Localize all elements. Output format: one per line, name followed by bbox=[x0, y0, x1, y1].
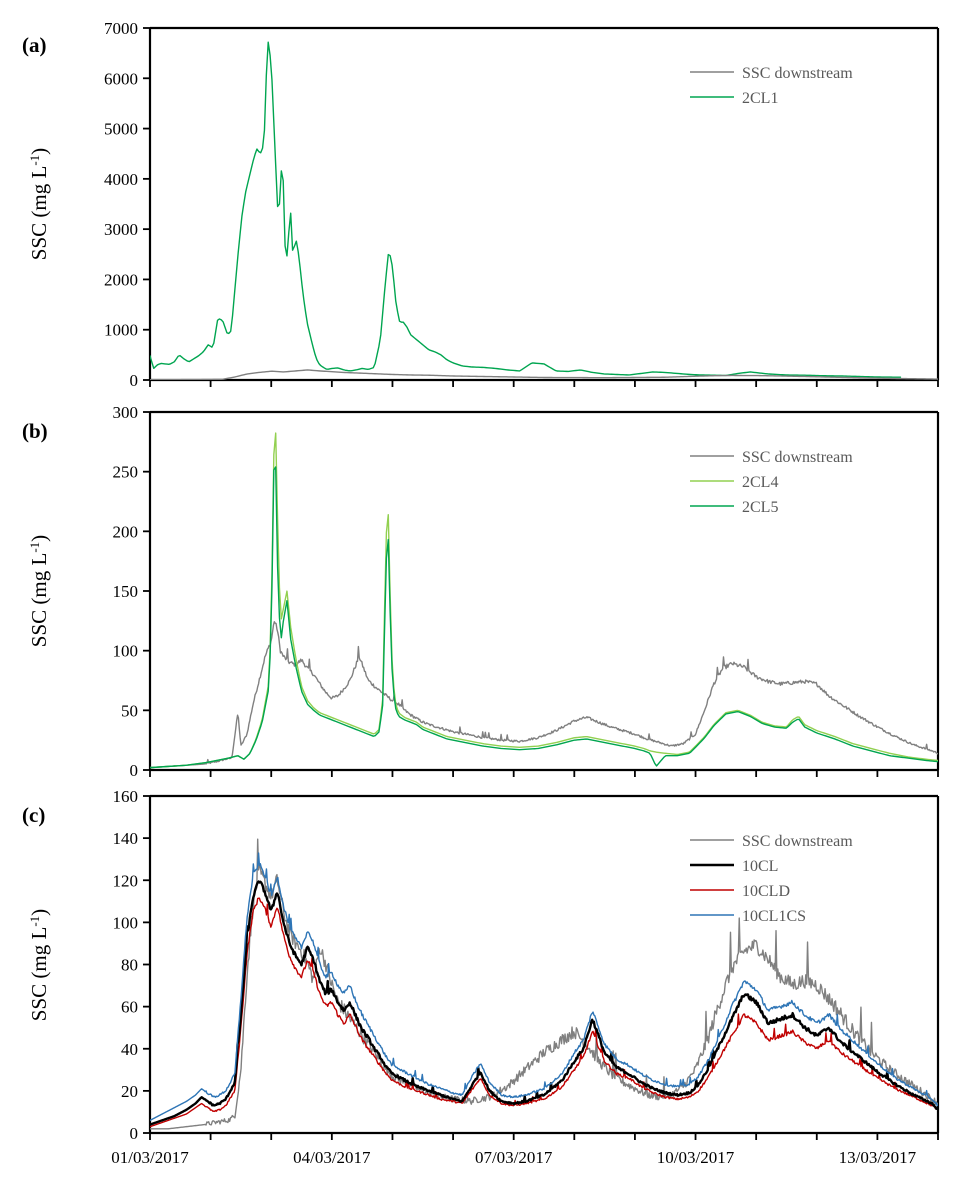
y-axis-title: SSC (mg L-1) bbox=[27, 148, 52, 260]
y-tick-label: 140 bbox=[113, 829, 139, 848]
y-tick-label: 5000 bbox=[104, 120, 138, 139]
legend-label: 2CL4 bbox=[742, 474, 778, 491]
y-tick-label: 60 bbox=[121, 998, 138, 1017]
y-tick-label: 100 bbox=[113, 642, 139, 661]
y-tick-label: 1000 bbox=[104, 321, 138, 340]
legend-label: SSC downstream bbox=[742, 833, 853, 850]
panel-label: (c) bbox=[22, 803, 45, 827]
y-tick-label: 300 bbox=[113, 403, 139, 422]
legend-label: 2CL1 bbox=[742, 90, 778, 107]
series-line-10cl1cs bbox=[150, 852, 938, 1122]
legend-label: 10CL1CS bbox=[742, 908, 806, 925]
series-line-2cl5 bbox=[150, 466, 938, 769]
panel-a: (a) SSC (mg L-1) 0 1000 2000 3000 4000 5000 6000… bbox=[22, 19, 940, 390]
y-tick-label: 4000 bbox=[104, 170, 138, 189]
panel-label: (a) bbox=[22, 33, 47, 57]
legend-label: SSC downstream bbox=[742, 449, 853, 466]
x-tick-label: 04/03/2017 bbox=[293, 1148, 371, 1167]
series-line-10cld bbox=[150, 897, 938, 1128]
x-tick-label: 01/03/2017 bbox=[111, 1148, 189, 1167]
y-tick-label: 100 bbox=[113, 913, 139, 932]
x-tick-label: 13/03/2017 bbox=[839, 1148, 917, 1167]
x-tick-label: 07/03/2017 bbox=[475, 1148, 553, 1167]
series-group bbox=[150, 432, 938, 769]
legend-label: 10CL bbox=[742, 858, 778, 875]
y-axis-title: SSC (mg L-1) bbox=[27, 909, 52, 1021]
y-tick-label: 160 bbox=[113, 787, 139, 806]
series-line-2cl1 bbox=[150, 41, 902, 378]
y-tick-label: 200 bbox=[113, 522, 139, 541]
y-tick-label: 0 bbox=[130, 761, 139, 780]
y-axis-title: SSC (mg L-1) bbox=[27, 535, 52, 647]
series-line-ssc-downstream bbox=[150, 369, 938, 380]
y-tick-label: 2000 bbox=[104, 270, 138, 289]
y-tick-label: 250 bbox=[113, 463, 139, 482]
series-group bbox=[150, 41, 938, 380]
series-line-ssc-downstream bbox=[150, 621, 938, 769]
y-tick-label: 150 bbox=[113, 582, 139, 601]
svg-text:SSC (mg L-1): SSC (mg L-1) bbox=[27, 535, 52, 647]
y-tick-label: 0 bbox=[130, 371, 139, 390]
legend-label: 10CLD bbox=[742, 883, 790, 900]
y-tick-label: 50 bbox=[121, 701, 138, 720]
svg-text:SSC (mg L-1): SSC (mg L-1) bbox=[27, 909, 52, 1021]
series-line-2cl4 bbox=[150, 432, 938, 769]
y-tick-label: 80 bbox=[121, 956, 138, 975]
panel-c: (c) SSC (mg L-1) 0 20 40 60 80 100 120 140 160 SSC … bbox=[22, 787, 940, 1167]
panel-label: (b) bbox=[22, 419, 48, 443]
y-tick-label: 6000 bbox=[104, 69, 138, 88]
x-tick-label: 10/03/2017 bbox=[657, 1148, 735, 1167]
panel-b: (b) SSC (mg L-1) 0 50 100 150 200 250 300 SSC dow… bbox=[22, 403, 940, 780]
y-tick-label: 20 bbox=[121, 1082, 138, 1101]
legend-label: 2CL5 bbox=[742, 499, 778, 516]
y-tick-label: 3000 bbox=[104, 220, 138, 239]
series-group bbox=[150, 838, 938, 1130]
y-tick-label: 7000 bbox=[104, 19, 138, 38]
svg-text:SSC (mg L-1): SSC (mg L-1) bbox=[27, 148, 52, 260]
series-line-10cl bbox=[150, 880, 938, 1126]
y-tick-label: 40 bbox=[121, 1040, 138, 1059]
legend-label: SSC downstream bbox=[742, 65, 853, 82]
y-tick-label: 120 bbox=[113, 871, 139, 890]
y-tick-label: 0 bbox=[130, 1124, 139, 1143]
